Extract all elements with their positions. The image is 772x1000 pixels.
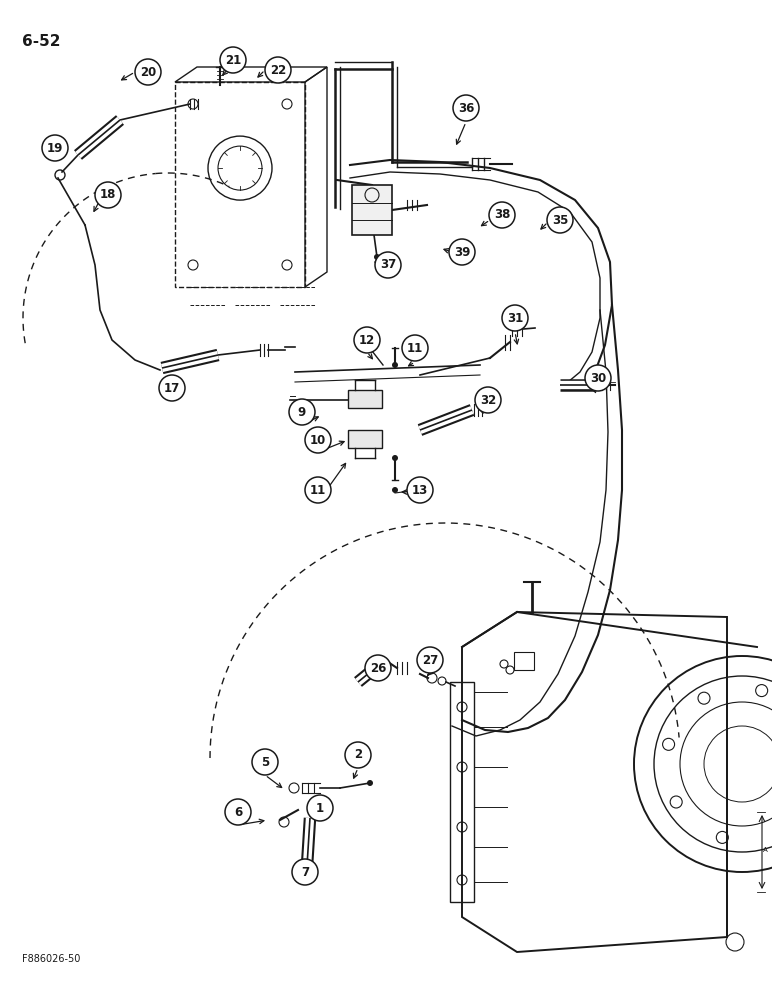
Circle shape — [502, 305, 528, 331]
Text: 9: 9 — [298, 406, 306, 418]
Text: 21: 21 — [225, 53, 241, 66]
Text: A: A — [763, 847, 767, 853]
Text: 11: 11 — [407, 342, 423, 355]
Circle shape — [365, 655, 391, 681]
Circle shape — [305, 477, 331, 503]
Circle shape — [392, 455, 398, 461]
Text: 26: 26 — [370, 662, 386, 674]
Circle shape — [265, 57, 291, 83]
Circle shape — [225, 799, 251, 825]
Text: 12: 12 — [359, 334, 375, 347]
Circle shape — [252, 749, 278, 775]
Circle shape — [489, 202, 515, 228]
Text: 13: 13 — [412, 484, 428, 496]
Circle shape — [585, 365, 611, 391]
Text: 17: 17 — [164, 381, 180, 394]
Text: 5: 5 — [261, 756, 269, 768]
Circle shape — [407, 477, 433, 503]
Text: 10: 10 — [310, 434, 326, 446]
Text: 6: 6 — [234, 806, 242, 818]
Circle shape — [475, 387, 501, 413]
Polygon shape — [348, 390, 382, 408]
Text: 37: 37 — [380, 258, 396, 271]
Circle shape — [95, 182, 121, 208]
Text: 1: 1 — [316, 802, 324, 814]
Circle shape — [42, 135, 68, 161]
Circle shape — [292, 859, 318, 885]
Text: 11: 11 — [310, 484, 326, 496]
Polygon shape — [348, 430, 382, 448]
Text: 18: 18 — [100, 188, 117, 202]
Circle shape — [367, 780, 373, 786]
Text: 30: 30 — [590, 371, 606, 384]
Text: 20: 20 — [140, 66, 156, 79]
Circle shape — [307, 795, 333, 821]
Text: 6-52: 6-52 — [22, 34, 60, 49]
Circle shape — [305, 427, 331, 453]
Text: 38: 38 — [494, 209, 510, 222]
Text: 19: 19 — [47, 141, 63, 154]
Circle shape — [402, 335, 428, 361]
Text: 2: 2 — [354, 748, 362, 762]
Circle shape — [392, 362, 398, 368]
Circle shape — [417, 647, 443, 673]
Circle shape — [453, 95, 479, 121]
Text: 32: 32 — [480, 393, 496, 406]
Text: 36: 36 — [458, 102, 474, 114]
Circle shape — [289, 399, 315, 425]
Text: 7: 7 — [301, 865, 309, 879]
Text: 22: 22 — [270, 64, 286, 77]
Circle shape — [374, 254, 380, 260]
Circle shape — [159, 375, 185, 401]
Text: 27: 27 — [422, 654, 438, 666]
Circle shape — [547, 207, 573, 233]
Circle shape — [354, 327, 380, 353]
Circle shape — [375, 252, 401, 278]
Circle shape — [345, 742, 371, 768]
Text: 39: 39 — [454, 245, 470, 258]
Circle shape — [135, 59, 161, 85]
Circle shape — [449, 239, 475, 265]
Circle shape — [392, 487, 398, 493]
FancyBboxPatch shape — [352, 185, 392, 235]
Text: F886026-50: F886026-50 — [22, 954, 80, 964]
Circle shape — [220, 47, 246, 73]
Text: 35: 35 — [552, 214, 568, 227]
Text: 31: 31 — [507, 312, 523, 324]
